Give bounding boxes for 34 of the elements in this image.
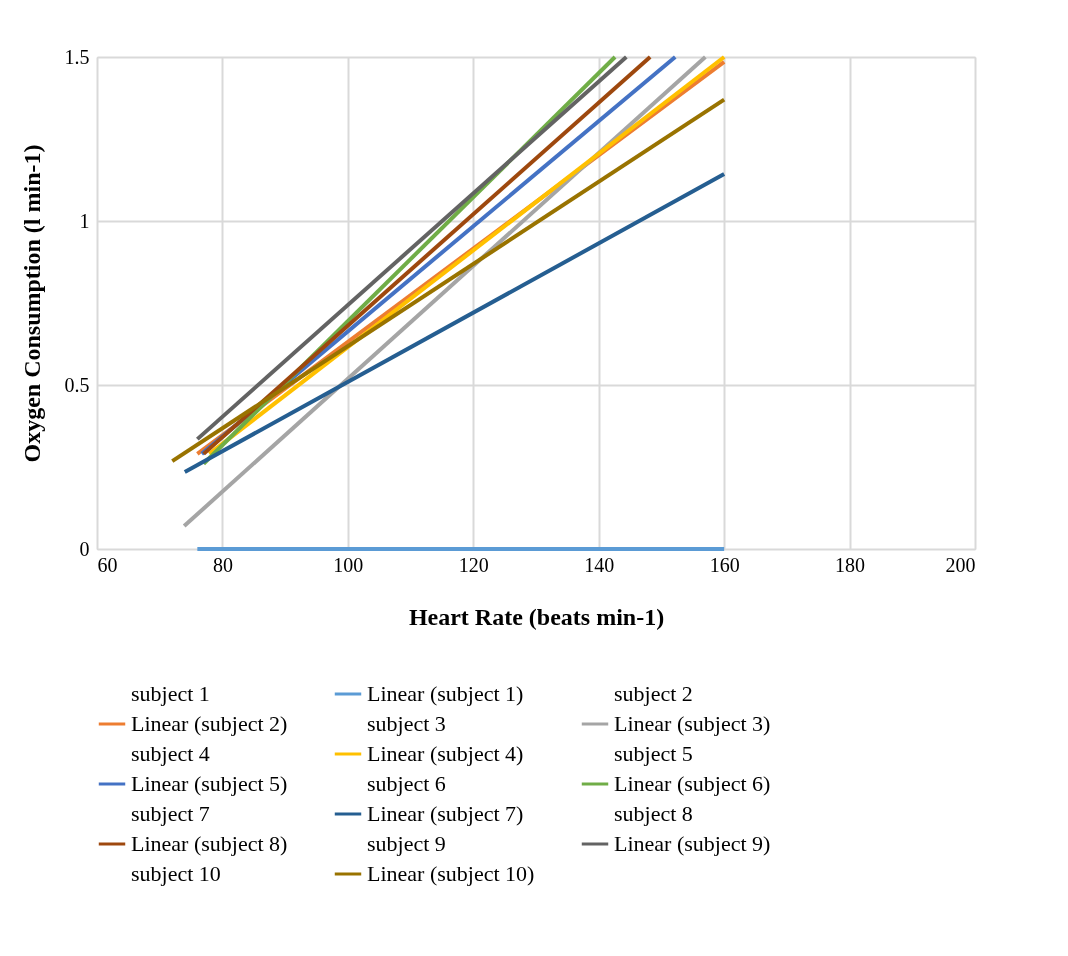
legend-label: Linear (subject 6): [614, 771, 771, 796]
legend-label: Linear (subject 4): [367, 741, 524, 766]
x-tick-label: 120: [458, 553, 489, 576]
legend-label: Linear (subject 5): [131, 771, 288, 796]
text: subject 7: [131, 801, 210, 826]
text: subject 10: [131, 861, 221, 886]
text: subject 2: [614, 681, 693, 706]
text: subject 4: [131, 741, 210, 766]
legend-label: Linear (subject 8): [131, 831, 288, 856]
x-tick-label: 140: [584, 553, 615, 576]
x-tick-label: 80: [212, 553, 233, 576]
text: subject 6: [367, 771, 446, 796]
y-tick-label: 1.5: [64, 45, 90, 68]
legend-label: Linear (subject 10): [367, 861, 535, 886]
text: subject 9: [367, 831, 446, 856]
y-axis-title: Oxygen Consumption (l min-1): [18, 144, 45, 463]
legend-label: Linear (subject 7): [367, 801, 524, 826]
x-tick-label: 200: [945, 553, 976, 576]
text: subject 1: [131, 681, 210, 706]
y-tick-label: 0: [79, 537, 90, 560]
legend-label: Linear (subject 3): [614, 711, 771, 736]
legend-label: Linear (subject 9): [614, 831, 771, 856]
y-tick-label: 0.5: [64, 373, 90, 396]
x-tick-label: 160: [709, 553, 740, 576]
legend-label: Linear (subject 1): [367, 681, 524, 706]
x-tick-label: 60: [97, 553, 118, 576]
x-tick-label: 100: [333, 553, 364, 576]
text: subject 8: [614, 801, 693, 826]
legend-label: Linear (subject 2): [131, 711, 288, 736]
y-tick-label: 1: [79, 209, 90, 232]
text: subject 5: [614, 741, 693, 766]
x-axis-title: Heart Rate (beats min-1): [408, 603, 665, 630]
x-tick-label: 180: [835, 553, 866, 576]
text: subject 3: [367, 711, 446, 736]
